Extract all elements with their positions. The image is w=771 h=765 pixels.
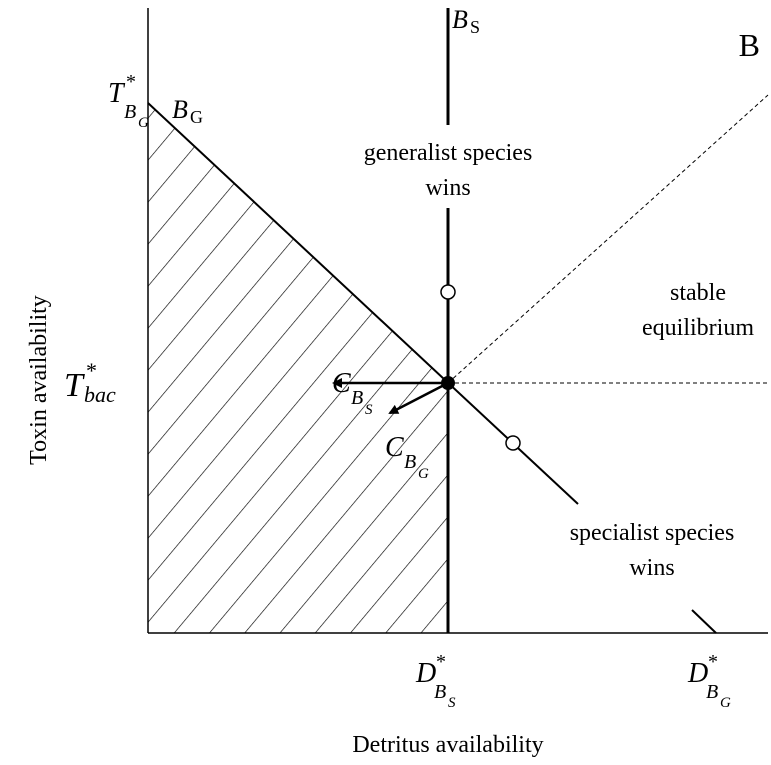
vector-label-sub: B bbox=[351, 387, 363, 409]
x-tick-label: D bbox=[687, 658, 708, 689]
vector-label-sub: B bbox=[404, 451, 416, 473]
generalist-isocline bbox=[691, 609, 717, 634]
x-tick-label-sub: B bbox=[706, 681, 718, 703]
vector-label-sub: S bbox=[365, 402, 373, 418]
isocline-label-sub: G bbox=[190, 107, 203, 127]
consumption-vector bbox=[388, 381, 449, 415]
y-tick-label-sup: * bbox=[126, 71, 136, 93]
dashed-line bbox=[447, 94, 769, 384]
region-label: wins bbox=[629, 555, 674, 581]
region-label: stable bbox=[670, 280, 726, 306]
x-tick-label-sub: B bbox=[434, 681, 446, 703]
y-tick-label: T bbox=[64, 367, 85, 404]
isocline-label: B bbox=[172, 95, 188, 124]
generalist-isocline bbox=[147, 102, 579, 505]
x-tick-label-sup: * bbox=[708, 651, 718, 673]
hatched-region bbox=[148, 103, 448, 633]
isocline-label: B bbox=[452, 5, 468, 34]
x-tick-label: D bbox=[415, 658, 436, 689]
y-axis-label: Toxin availability bbox=[26, 295, 52, 465]
x-tick-label-sub: S bbox=[448, 695, 456, 711]
panel-label: B bbox=[739, 27, 760, 63]
open-point bbox=[440, 284, 456, 300]
y-tick-label-sub: bac bbox=[84, 382, 116, 407]
isocline-label-sub: S bbox=[470, 17, 480, 37]
x-tick-label-sub: G bbox=[720, 695, 731, 711]
y-tick-label-sub: G bbox=[138, 115, 149, 131]
vector-label-sub: G bbox=[418, 466, 429, 482]
equilibrium-point bbox=[441, 376, 455, 390]
region-label: specialist species bbox=[570, 520, 735, 546]
region-label: equilibrium bbox=[642, 315, 754, 341]
open-point bbox=[505, 435, 521, 451]
y-tick-label-sub: B bbox=[124, 101, 136, 123]
y-tick-label-sup: * bbox=[86, 358, 97, 383]
x-tick-label-sup: * bbox=[436, 651, 446, 673]
region-label: generalist species bbox=[364, 140, 533, 166]
y-tick-label: T bbox=[108, 78, 126, 109]
vector-label: C bbox=[332, 368, 351, 399]
region-label: wins bbox=[425, 175, 470, 201]
x-axis-label: Detritus availability bbox=[352, 732, 543, 758]
vector-label: C bbox=[385, 432, 404, 463]
